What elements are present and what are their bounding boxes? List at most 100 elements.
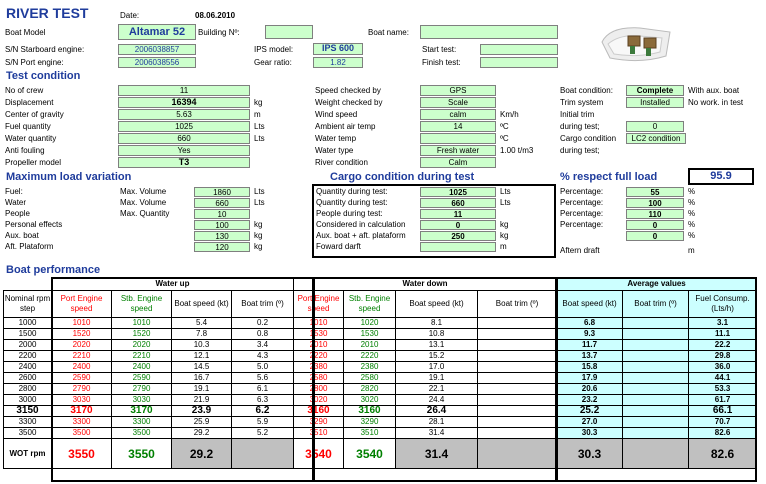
trim-system-field[interactable]: Installed bbox=[626, 97, 684, 108]
max-load-sub: Max. Volume bbox=[120, 198, 167, 207]
gear-ratio-field[interactable]: 1.82 bbox=[313, 57, 363, 68]
cargo-box bbox=[312, 184, 556, 258]
max-load-unit: kg bbox=[254, 231, 263, 240]
table-cell: 2600 bbox=[3, 372, 52, 384]
respect-pct-value[interactable]: 110 bbox=[626, 209, 684, 219]
test-mid-value[interactable]: GPS bbox=[420, 85, 496, 96]
test-left-value[interactable]: T3 bbox=[118, 157, 250, 168]
table-cell: 3000 bbox=[3, 394, 52, 406]
table-cell: 2000 bbox=[3, 339, 52, 351]
cargo-label: Considered in calculation bbox=[316, 220, 406, 229]
table-cell: 3150 bbox=[3, 405, 52, 417]
building-field[interactable] bbox=[265, 25, 313, 39]
respect-unit: % bbox=[688, 187, 696, 196]
start-test-field[interactable] bbox=[480, 44, 558, 55]
performance-title: Boat performance bbox=[6, 264, 101, 276]
table-cell: 2200 bbox=[3, 350, 52, 362]
test-mid-label: Weight checked by bbox=[315, 98, 383, 107]
trim-system-label: Trim system bbox=[560, 98, 604, 107]
test-mid-label: Ambient air temp bbox=[315, 122, 376, 131]
test-left-label: No of crew bbox=[5, 86, 44, 95]
test-mid-value[interactable]: calm bbox=[420, 109, 496, 120]
cargo-value[interactable] bbox=[420, 242, 496, 252]
respect-pct-value[interactable]: 55 bbox=[626, 187, 684, 197]
test-left-unit: Lts bbox=[254, 122, 265, 131]
table-row: 3000 3030 3030 21.9 6.3 3020 3020 24.4 23.2 61.7 bbox=[3, 394, 758, 406]
respect-label: Percentage: bbox=[560, 220, 604, 229]
sn-port-label: S/N Port engine: bbox=[5, 58, 64, 67]
column-header: Boat trim (º) bbox=[476, 290, 558, 318]
cargo-title: Cargo condition during test bbox=[330, 171, 475, 183]
page-title: RIVER TEST bbox=[6, 5, 89, 21]
test-mid-value[interactable]: Fresh water bbox=[420, 145, 496, 156]
wot-cell: 31.4 bbox=[395, 438, 478, 469]
max-load-label: Personal effects bbox=[5, 220, 63, 229]
cargo-condition-field[interactable]: LC2 condition bbox=[626, 133, 686, 144]
cargo-value[interactable]: 11 bbox=[420, 209, 496, 219]
wot-cell: 3540 bbox=[293, 438, 344, 469]
boat-condition-field[interactable]: Complete bbox=[626, 85, 684, 96]
aftern-draft-label: Aftern draft bbox=[560, 246, 600, 255]
max-load-value[interactable]: 10 bbox=[194, 209, 250, 219]
respect-label: Percentage: bbox=[560, 198, 604, 207]
wot-cell bbox=[476, 438, 558, 469]
test-condition-title: Test condition bbox=[6, 70, 81, 82]
test-mid-value[interactable]: 14 bbox=[420, 121, 496, 132]
boat-model-field[interactable]: Altamar 52 bbox=[118, 24, 196, 40]
test-left-value[interactable]: 660 bbox=[118, 133, 250, 144]
cargo-label: Aux. boat + aft. plataform bbox=[316, 231, 406, 240]
respect-pct-value[interactable]: 0 bbox=[626, 220, 684, 230]
max-load-value[interactable]: 120 bbox=[194, 242, 250, 252]
test-mid-unit: ºC bbox=[500, 122, 509, 131]
max-load-value[interactable]: 100 bbox=[194, 220, 250, 230]
respect-pct-value[interactable]: 100 bbox=[626, 198, 684, 208]
max-load-label: Water bbox=[5, 198, 27, 207]
max-load-label: People bbox=[5, 209, 30, 218]
test-left-value[interactable]: 5.63 bbox=[118, 109, 250, 120]
test-left-label: Propeller model bbox=[5, 158, 62, 167]
test-left-value[interactable]: 11 bbox=[118, 85, 250, 96]
test-mid-value[interactable]: Scale bbox=[420, 97, 496, 108]
cargo-value[interactable]: 0 bbox=[420, 220, 496, 230]
test-mid-value[interactable]: Calm bbox=[420, 157, 496, 168]
cargo-value[interactable]: 660 bbox=[420, 198, 496, 208]
boat-name-field[interactable] bbox=[420, 25, 558, 39]
test-left-value[interactable]: 1025 bbox=[118, 121, 250, 132]
cargo-value[interactable]: 250 bbox=[420, 231, 496, 241]
max-load-unit: Lts bbox=[254, 198, 265, 207]
start-test-label: Start test: bbox=[422, 45, 457, 54]
max-load-value[interactable]: 1860 bbox=[194, 187, 250, 197]
respect-label: Percentage: bbox=[560, 209, 604, 218]
test-left-value[interactable]: Yes bbox=[118, 145, 250, 156]
test-mid-value[interactable] bbox=[420, 133, 496, 144]
boat-name-label: Boat name: bbox=[368, 28, 409, 37]
cargo-condition-label: Cargo condition bbox=[560, 134, 617, 143]
column-header: Boat speed (kt) bbox=[556, 290, 624, 318]
test-left-label: Displacement bbox=[5, 98, 54, 107]
respect-pct-value[interactable]: 0 bbox=[626, 231, 684, 241]
gear-ratio-label: Gear ratio: bbox=[254, 58, 292, 67]
finish-test-field[interactable] bbox=[480, 57, 558, 68]
sn-starboard-field[interactable]: 2006038857 bbox=[118, 44, 196, 55]
ips-model-field[interactable]: IPS 600 bbox=[313, 43, 363, 55]
max-load-value[interactable]: 660 bbox=[194, 198, 250, 208]
test-left-value[interactable]: 16394 bbox=[118, 97, 250, 108]
column-header: Fuel Consump. (Lts/h) bbox=[688, 290, 758, 318]
sn-port-field[interactable]: 2006038556 bbox=[118, 57, 196, 68]
cargo-label: Quantity during test: bbox=[316, 198, 388, 207]
column-header: Boat trim (º) bbox=[231, 290, 294, 318]
respect-title: % respect full load bbox=[560, 171, 658, 183]
test-left-unit: kg bbox=[254, 98, 263, 107]
table-row: 3150 3170 3170 23.9 6.2 3160 3160 26.4 25.2 66.1 bbox=[3, 405, 758, 417]
test-left-label: Fuel quantity bbox=[5, 122, 51, 131]
wot-cell bbox=[231, 438, 294, 469]
respect-value: 95.9 bbox=[688, 168, 754, 185]
ips-model-label: IPS model: bbox=[254, 45, 294, 54]
cargo-value[interactable]: 1025 bbox=[420, 187, 496, 197]
during-test-field[interactable]: 0 bbox=[626, 121, 684, 132]
cargo-unit: m bbox=[500, 242, 507, 251]
max-load-value[interactable]: 130 bbox=[194, 231, 250, 241]
test-mid-unit: ºC bbox=[500, 134, 509, 143]
column-header: Boat trim (º) bbox=[622, 290, 690, 318]
table-row: 3300 3300 3300 25.9 5.9 3290 3290 28.1 27.0 70.7 bbox=[3, 416, 758, 428]
